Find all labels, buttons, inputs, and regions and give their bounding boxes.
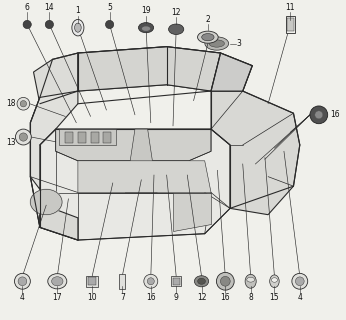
Polygon shape — [211, 91, 300, 215]
Bar — [287, 18, 294, 31]
Ellipse shape — [270, 275, 279, 288]
Text: 8: 8 — [248, 293, 253, 302]
Text: 6: 6 — [25, 3, 30, 12]
Ellipse shape — [245, 274, 256, 288]
Bar — [78, 132, 86, 143]
Text: 16: 16 — [330, 110, 340, 119]
Circle shape — [295, 277, 304, 286]
Text: 13: 13 — [7, 138, 16, 147]
Text: 3: 3 — [236, 39, 241, 48]
Ellipse shape — [198, 278, 206, 284]
Circle shape — [315, 111, 323, 119]
Circle shape — [15, 273, 30, 289]
Text: 16: 16 — [220, 293, 230, 302]
Circle shape — [144, 274, 158, 288]
Ellipse shape — [202, 34, 214, 41]
Ellipse shape — [142, 26, 150, 31]
Text: 16: 16 — [146, 293, 156, 302]
Circle shape — [106, 20, 114, 28]
Ellipse shape — [247, 277, 255, 282]
Circle shape — [16, 129, 31, 145]
Polygon shape — [78, 47, 252, 91]
Ellipse shape — [209, 40, 225, 47]
Polygon shape — [40, 129, 230, 240]
Polygon shape — [211, 53, 252, 91]
Circle shape — [220, 276, 230, 286]
Polygon shape — [34, 53, 78, 104]
Polygon shape — [78, 161, 211, 193]
Text: 9: 9 — [174, 293, 179, 302]
Text: 10: 10 — [87, 293, 97, 302]
Circle shape — [147, 278, 154, 285]
Text: 11: 11 — [285, 3, 295, 12]
Bar — [88, 277, 96, 285]
Circle shape — [18, 277, 27, 286]
Polygon shape — [173, 193, 211, 230]
Bar — [285, 16, 295, 33]
Ellipse shape — [198, 31, 218, 43]
Circle shape — [292, 273, 308, 289]
Text: 4: 4 — [20, 293, 25, 302]
Text: 19: 19 — [141, 6, 151, 15]
Bar — [103, 132, 111, 143]
Ellipse shape — [75, 23, 81, 32]
Text: 17: 17 — [53, 293, 62, 302]
Circle shape — [23, 20, 31, 28]
Circle shape — [20, 100, 27, 107]
Ellipse shape — [30, 189, 62, 215]
Ellipse shape — [205, 37, 229, 50]
Ellipse shape — [48, 274, 67, 289]
Bar — [65, 132, 73, 143]
Polygon shape — [59, 129, 116, 145]
Polygon shape — [78, 47, 220, 91]
Ellipse shape — [72, 20, 84, 36]
Circle shape — [45, 20, 54, 28]
Ellipse shape — [138, 23, 154, 33]
Text: 4: 4 — [297, 293, 302, 302]
Polygon shape — [40, 199, 78, 240]
Circle shape — [310, 106, 328, 124]
Text: 18: 18 — [7, 99, 16, 108]
Text: 5: 5 — [107, 3, 112, 12]
Circle shape — [217, 272, 234, 290]
Text: 12: 12 — [197, 293, 206, 302]
Ellipse shape — [271, 278, 277, 282]
Ellipse shape — [194, 276, 209, 287]
Ellipse shape — [169, 24, 184, 35]
Circle shape — [19, 133, 27, 141]
Polygon shape — [126, 129, 157, 193]
Bar — [86, 276, 98, 287]
Polygon shape — [56, 129, 211, 161]
Polygon shape — [30, 91, 78, 240]
Text: 14: 14 — [45, 3, 54, 12]
Circle shape — [17, 97, 30, 110]
Text: 2: 2 — [206, 14, 210, 24]
Bar — [91, 132, 99, 143]
Text: 12: 12 — [171, 8, 181, 17]
Text: 1: 1 — [75, 6, 80, 15]
Text: 15: 15 — [270, 293, 279, 302]
Text: 7: 7 — [120, 293, 125, 302]
Bar — [173, 278, 180, 285]
Bar — [119, 274, 125, 289]
Bar — [171, 276, 181, 286]
Ellipse shape — [52, 277, 63, 286]
